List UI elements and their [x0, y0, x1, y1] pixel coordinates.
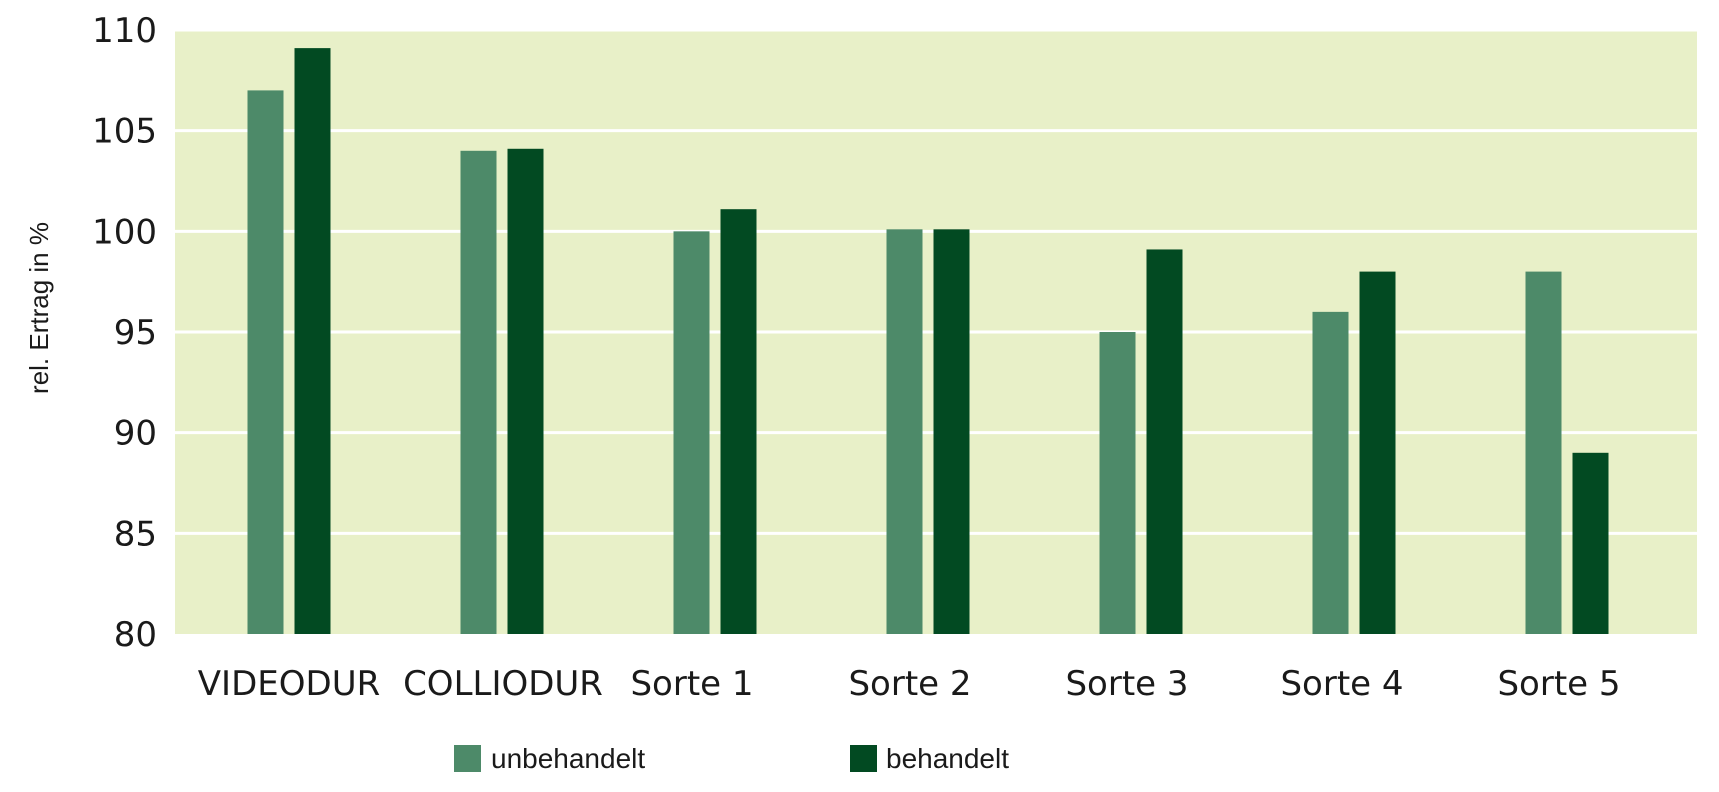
y-tick-label-80: 80: [114, 615, 157, 655]
bar-unbehandelt-sorte-4: [1312, 311, 1349, 634]
bar-behandelt-sorte-5: [1572, 452, 1609, 634]
y-tick-label-105: 105: [92, 112, 157, 152]
y-tick-label-100: 100: [92, 212, 157, 252]
x-category-label-sorte-2: Sorte 2: [848, 664, 971, 704]
y-tick-label-90: 90: [114, 414, 157, 454]
bar-behandelt-sorte-3: [1146, 249, 1183, 634]
bar-behandelt-sorte-2: [933, 229, 970, 634]
legend-label-unbehandelt: unbehandelt: [491, 743, 645, 774]
bar-behandelt-colliodur: [507, 148, 544, 634]
bar-unbehandelt-sorte-3: [1099, 332, 1136, 634]
bar-unbehandelt-sorte-5: [1525, 271, 1562, 634]
y-tick-label-85: 85: [114, 514, 157, 554]
y-tick-label-110: 110: [92, 11, 157, 51]
x-category-label-videodur: VIDEODUR: [198, 664, 380, 704]
x-category-label-sorte-5: Sorte 5: [1497, 664, 1620, 704]
y-tick-label-95: 95: [114, 313, 157, 353]
legend-swatch-behandelt: [850, 745, 877, 772]
bar-unbehandelt-videodur: [247, 90, 284, 634]
x-category-label-sorte-3: Sorte 3: [1065, 664, 1188, 704]
legend: unbehandelt behandelt: [454, 743, 1009, 774]
bars: [247, 48, 1609, 635]
x-category-label-colliodur: COLLIODUR: [403, 664, 603, 704]
bar-unbehandelt-sorte-1: [673, 231, 710, 635]
bar-behandelt-sorte-4: [1359, 271, 1396, 634]
x-category-label-sorte-4: Sorte 4: [1280, 664, 1403, 704]
x-axis-category-labels: VIDEODUR COLLIODUR Sorte 1 Sorte 2 Sorte 3 So…: [198, 664, 1621, 704]
bar-behandelt-sorte-1: [720, 209, 757, 635]
legend-swatch-unbehandelt: [454, 745, 481, 772]
bar-unbehandelt-colliodur: [460, 150, 497, 635]
y-axis-title: rel. Ertrag in %: [24, 222, 54, 394]
bar-unbehandelt-sorte-2: [886, 229, 923, 634]
bar-behandelt-videodur: [294, 48, 331, 635]
y-axis-tick-labels: 80 85 90 95 100 105 110: [92, 11, 157, 655]
legend-label-behandelt: behandelt: [886, 743, 1009, 774]
x-category-label-sorte-1: Sorte 1: [630, 664, 753, 704]
